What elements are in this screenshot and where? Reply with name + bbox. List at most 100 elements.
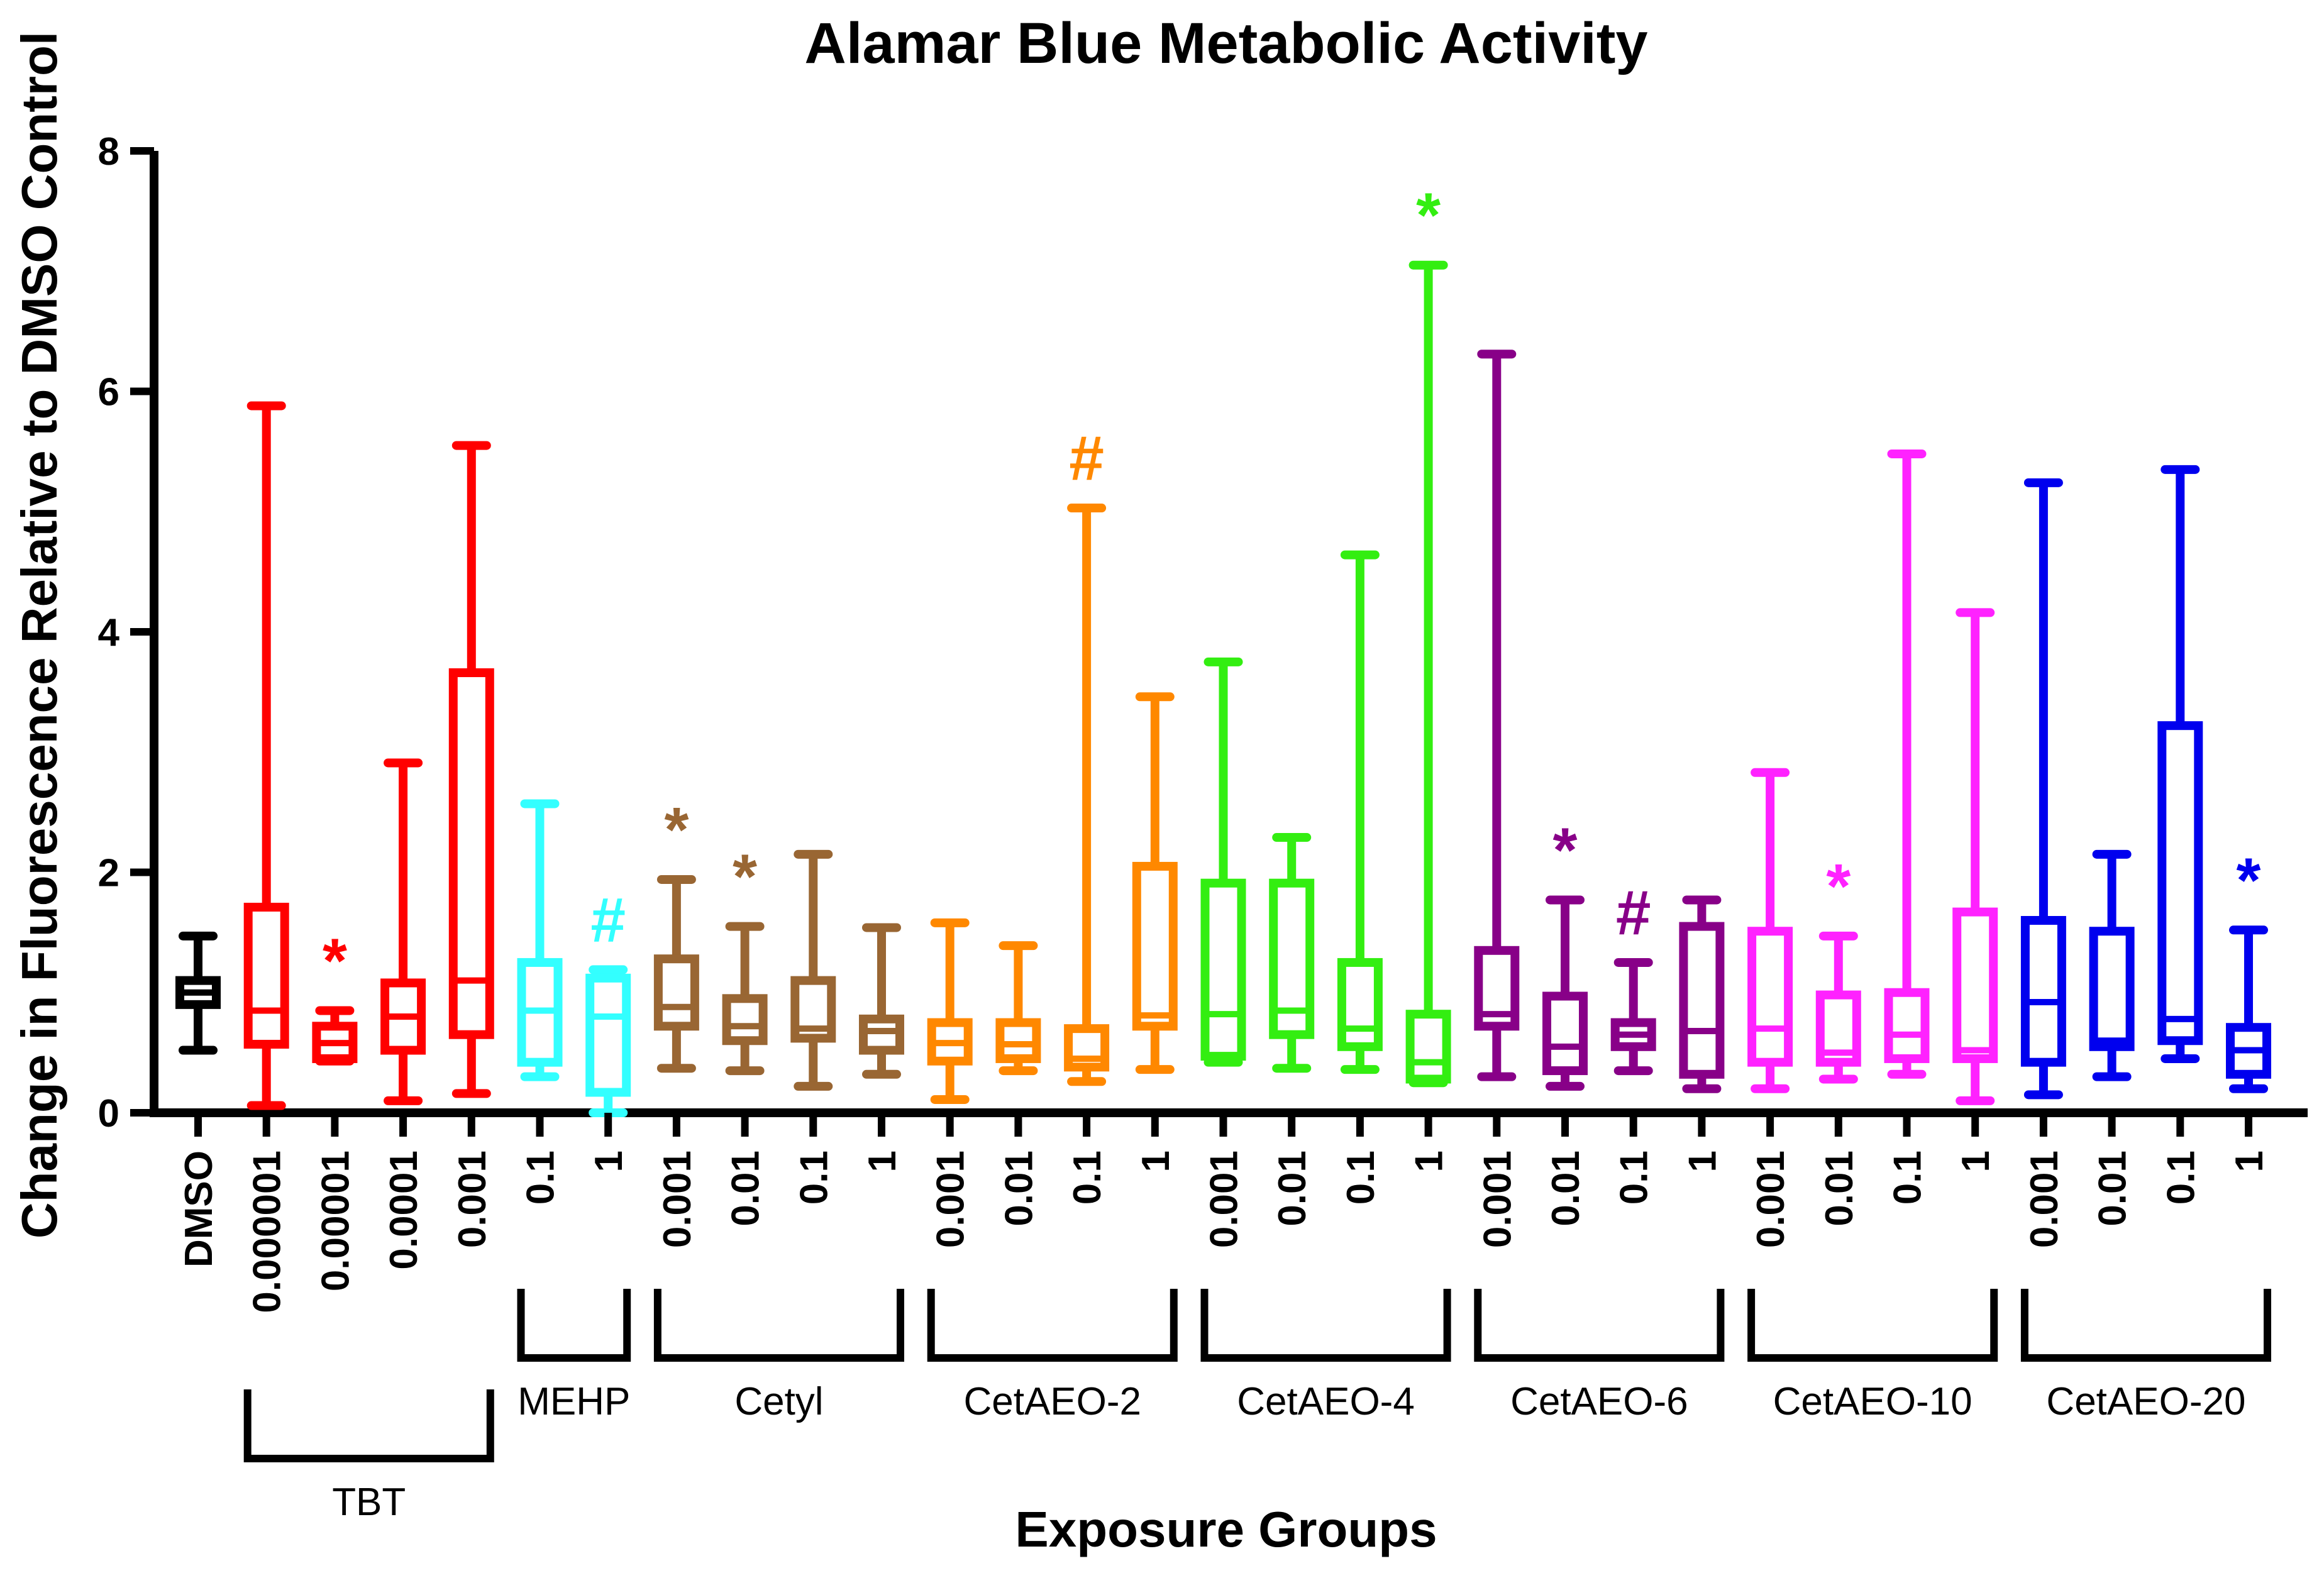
group-bracket (517, 1289, 631, 1362)
group-label: CetAEO-6 (1510, 1380, 1688, 1423)
x-tick-label: 0.1 (1886, 1150, 1930, 1205)
iqr-box (1747, 927, 1793, 1067)
significance-mark: # (1069, 423, 1104, 494)
x-tick-label: 1 (2228, 1150, 2271, 1172)
significance-mark: * (1826, 851, 1851, 922)
x-tick-label: 0.001 (2023, 1150, 2066, 1248)
group-label: CetAEO-4 (1237, 1380, 1415, 1423)
box-cetaeo-10-0.01: * (1815, 851, 1861, 1084)
box-cetaeo-20-0.1 (2157, 465, 2203, 1063)
group-cetaeo-2: CetAEO-2 (927, 1289, 1178, 1423)
iqr-box (243, 902, 289, 1049)
significance-mark: * (1416, 180, 1441, 251)
group-label: MEHP (517, 1380, 630, 1423)
x-tick-label: 0.0001 (382, 1150, 426, 1270)
chart-title: Alamar Blue Metabolic Activity (804, 11, 1647, 75)
x-tick-label: 0.001 (1749, 1150, 1793, 1248)
x-tick-label: 0.01 (1271, 1150, 1314, 1227)
box-tbt-0.0001 (380, 758, 426, 1105)
box-tbt-0.001 (448, 441, 494, 1098)
iqr-box (1337, 957, 1383, 1051)
group-cetaeo-10: CetAEO-10 (1747, 1289, 1998, 1423)
x-tick-label: 0.1 (2159, 1150, 2203, 1205)
group-cetaeo-6: CetAEO-6 (1474, 1289, 1725, 1423)
box-cetaeo-10-0.1 (1884, 449, 1930, 1079)
axes: 0 2 4 6 8 (98, 130, 2308, 1135)
significance-mark: * (733, 842, 757, 912)
box-cetaeo-2-0.1: # (1064, 423, 1110, 1086)
x-tick-label: 0.01 (1818, 1150, 1861, 1227)
iqr-box (859, 1014, 904, 1055)
iqr-box (995, 1018, 1041, 1063)
x-tick-label: DMSO (177, 1150, 221, 1267)
box-cetaeo-4-0.001 (1200, 657, 1246, 1067)
box-cetaeo-6-0.001 (1474, 350, 1520, 1081)
box-cetaeo-6-0.1: # (1610, 878, 1656, 1076)
box-cetaeo-4-1: * (1405, 180, 1451, 1088)
x-tick-label: 0.001 (1203, 1150, 1246, 1248)
x-tick-label: 1 (1681, 1150, 1724, 1172)
box-cetaeo-4-0.01 (1269, 833, 1315, 1073)
x-axis-title: Exposure Groups (1015, 1501, 1437, 1557)
box-cetaeo-20-1: * (2226, 845, 2271, 1093)
box-cetaeo-2-0.001 (927, 918, 973, 1104)
group-brackets: TBT MEHP Cetyl CetAEO-2 CetAEO-4 CetAEO-6 CetA… (243, 1289, 2271, 1524)
group-bracket (1747, 1289, 1998, 1362)
box-cetaeo-2-0.01 (995, 941, 1041, 1076)
iqr-box (1679, 922, 1725, 1079)
y-axis-title: Change in Fluorescence Relative to DMSO … (11, 31, 67, 1239)
group-mehp: MEHP (517, 1289, 631, 1423)
iqr-box (2020, 916, 2066, 1067)
y-tick-label: 6 (98, 371, 119, 414)
x-tick-label: 1 (1408, 1150, 1451, 1172)
y-tick-label: 4 (98, 611, 120, 654)
iqr-box (2157, 721, 2203, 1046)
boxes: * # * * # * * # * * (175, 180, 2271, 1117)
group-tbt: TBT (243, 1389, 494, 1524)
x-tick-label: 0.001 (1476, 1150, 1519, 1248)
x-tick-label: 0.1 (792, 1150, 836, 1205)
box-cetaeo-20-0.001 (2020, 478, 2066, 1100)
group-bracket (2020, 1289, 2271, 1362)
group-label: CetAEO-10 (1773, 1380, 1973, 1423)
box-tbt-0.00001: * (312, 925, 358, 1066)
box-cetaeo-2-1 (1132, 692, 1178, 1074)
group-label: TBT (332, 1481, 406, 1524)
box-DMSO (175, 931, 221, 1055)
iqr-box (1542, 991, 1588, 1076)
group-bracket (243, 1389, 494, 1462)
x-tick-label: 0.1 (1339, 1150, 1383, 1205)
box-mehp-1: # (585, 885, 631, 1117)
box-cetyl-0.001: * (653, 795, 699, 1073)
x-tick-label: 0.001 (656, 1150, 699, 1248)
iqr-box (1200, 878, 1246, 1061)
group-bracket (1200, 1289, 1451, 1362)
y-tick-label: 2 (98, 852, 119, 895)
box-cetaeo-10-0.001 (1747, 768, 1793, 1093)
box-cetaeo-20-0.01 (2089, 849, 2135, 1081)
iqr-box (1884, 988, 1930, 1063)
y-tick-label: 0 (98, 1092, 119, 1135)
x-tick-label: 1 (587, 1150, 631, 1172)
iqr-box (1132, 861, 1178, 1031)
x-tick-label: 0.00001 (314, 1150, 357, 1291)
category-labels: DMSO 0.000001 0.00001 0.0001 0.001 0.1 1 0.001 0… (177, 1113, 2271, 1313)
significance-mark: * (1553, 815, 1578, 885)
box-cetyl-1 (859, 923, 904, 1079)
x-tick-label: 0.01 (724, 1150, 768, 1227)
iqr-box (2089, 927, 2135, 1051)
iqr-box (585, 973, 631, 1097)
x-tick-label: 0.01 (2091, 1150, 2135, 1227)
x-tick-label: 0.001 (929, 1150, 973, 1248)
x-tick-label: 1 (1954, 1150, 1998, 1172)
box-cetaeo-6-1 (1679, 895, 1725, 1093)
box-cetyl-0.1 (790, 849, 836, 1091)
group-cetaeo-20: CetAEO-20 (2020, 1289, 2271, 1423)
significance-mark: * (323, 925, 347, 996)
x-tick-label: 0.1 (1613, 1150, 1656, 1205)
significance-mark: * (2237, 845, 2261, 915)
significance-mark: # (1616, 878, 1651, 948)
box-cetaeo-10-1 (1952, 608, 1998, 1105)
x-tick-label: 0.1 (519, 1150, 563, 1205)
